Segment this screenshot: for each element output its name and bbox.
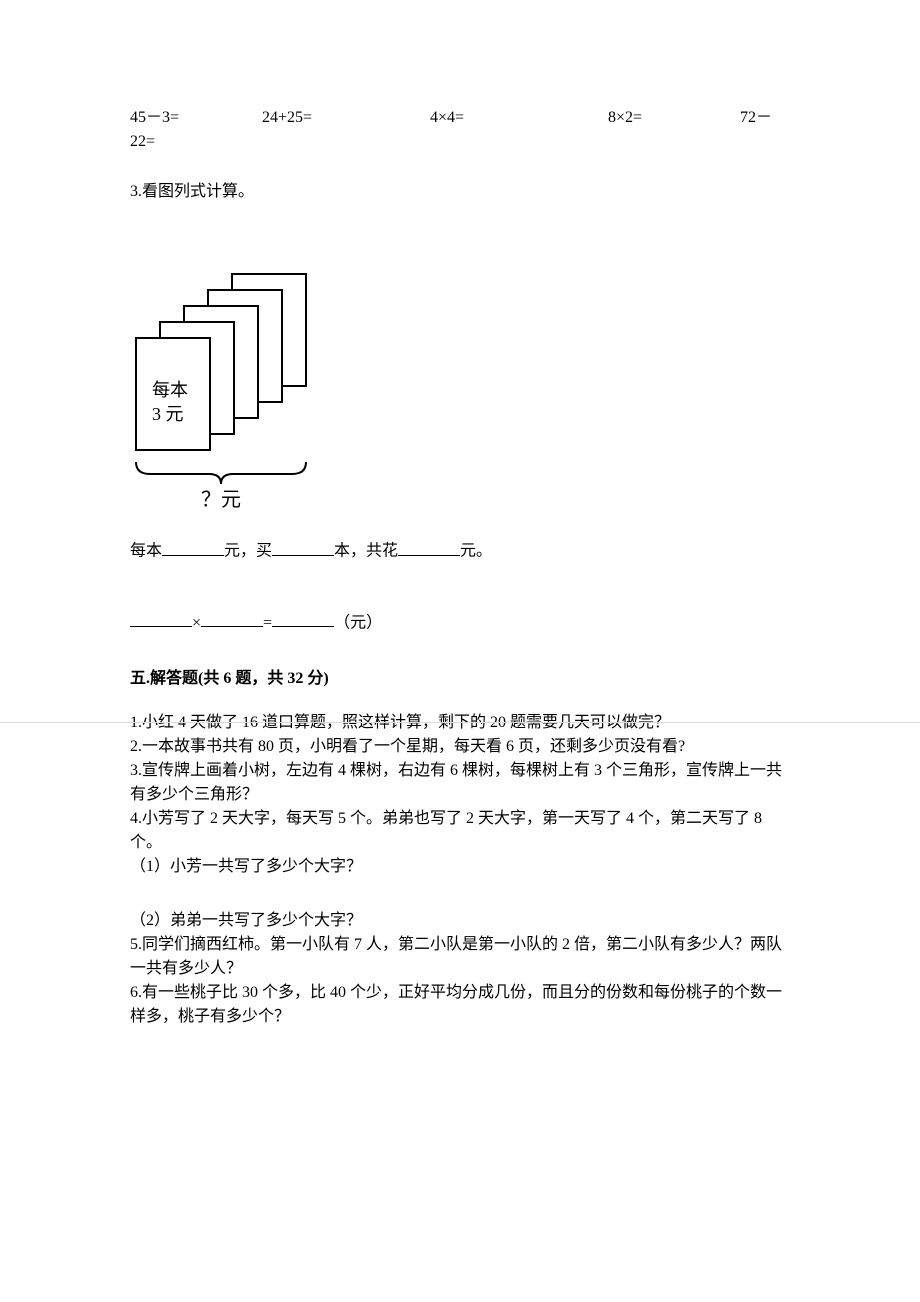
section5-questions: 1.小红 4 天做了 16 道口算题，照这样计算，剩下的 20 题需要几天可以做… [130, 711, 790, 1029]
blank [272, 538, 334, 556]
arith-item: 45－3= [130, 106, 262, 130]
blank [162, 538, 224, 556]
q-item: 3.宣传牌上画着小树，左边有 4 棵树，右边有 6 棵树，每棵树上有 3 个三角… [130, 759, 790, 807]
q3-fill-line2: × = （元） [130, 610, 790, 636]
text: （元） [334, 614, 382, 631]
separator-line [0, 722, 920, 723]
arith-item: 72－ [740, 106, 772, 130]
text: = [263, 614, 272, 631]
text: 元，买 [224, 543, 272, 560]
arithmetic-row: 45－3= 24+25= 4×4= 8×2= 72－ [130, 106, 790, 130]
svg-text:？元: ？元 [201, 489, 241, 508]
q-item: 5.同学们摘西红柿。第一小队有 7 人，第二小队是第一小队的 2 倍，第二小队有… [130, 933, 790, 981]
text: 元。 [460, 543, 492, 560]
arith-carry: 22= [130, 130, 790, 154]
blank [201, 610, 263, 628]
q-item: 6.有一些桃子比 30 个多，比 40 个少，正好平均分成几份，而且分的份数和每… [130, 981, 790, 1029]
svg-text:3 元: 3 元 [152, 404, 184, 424]
blank [272, 610, 334, 628]
section5-title: 五.解答题(共 6 题，共 32 分) [130, 667, 790, 691]
q-item: 1.小红 4 天做了 16 道口算题，照这样计算，剩下的 20 题需要几天可以做… [130, 711, 790, 735]
text: 本，共花 [334, 543, 398, 560]
q-subitem: （2）弟弟一共写了多少个大字？ [130, 909, 790, 933]
q-item: 4.小芳写了 2 天大字，每天写 5 个。弟弟也写了 2 天大字，第一天写了 4… [130, 807, 790, 855]
blank [398, 538, 460, 556]
svg-text:每本: 每本 [152, 380, 188, 400]
blank [130, 610, 192, 628]
page-content: 45－3= 24+25= 4×4= 8×2= 72－ 22= 3.看图列式计算。… [0, 0, 920, 1029]
q3-title: 3.看图列式计算。 [130, 180, 790, 204]
text: 每本 [130, 543, 162, 560]
arith-item: 8×2= [608, 106, 740, 130]
q3-fill-line1: 每本 元，买 本，共花 元。 [130, 538, 790, 564]
books-diagram: 每本 3 元 ？元 [130, 228, 400, 508]
arith-item: 24+25= [262, 106, 430, 130]
text: × [192, 614, 201, 631]
q-item: 2.一本故事书共有 80 页，小明看了一个星期，每天看 6 页，还剩多少页没有看… [130, 735, 790, 759]
arith-item: 4×4= [430, 106, 608, 130]
q-subitem: （1）小芳一共写了多少个大字？ [130, 855, 790, 879]
